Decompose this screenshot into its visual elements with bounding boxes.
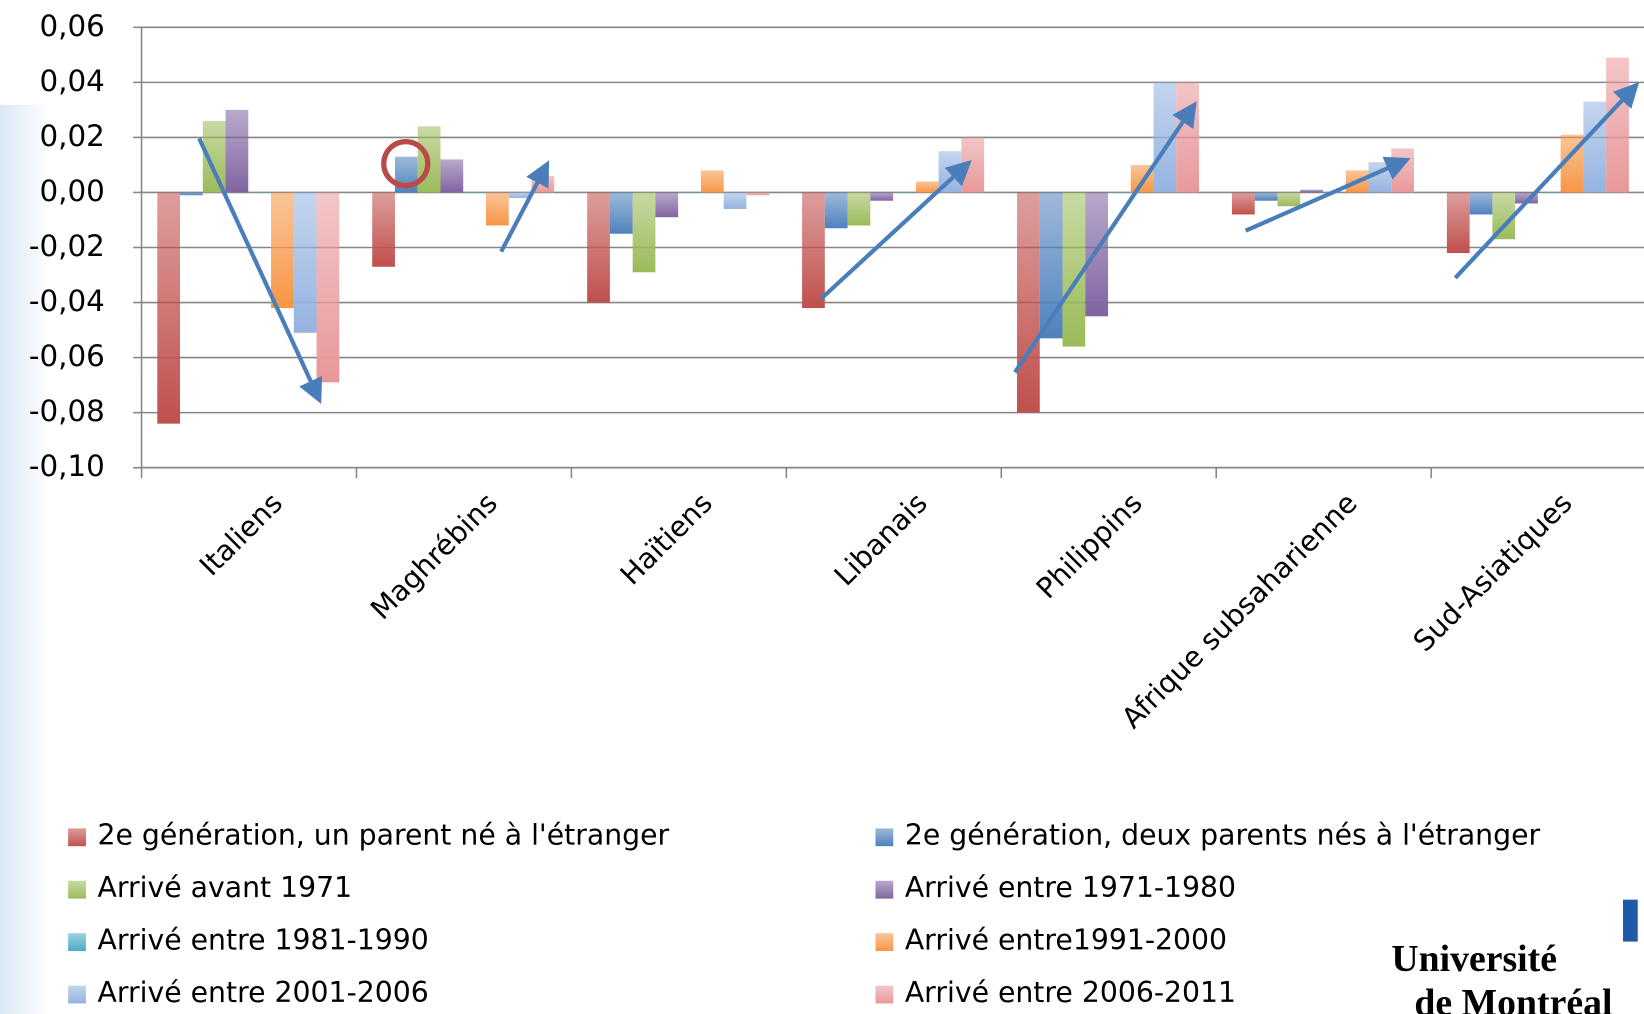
y-tick-label: 0,00 <box>40 174 105 208</box>
bar <box>609 192 633 234</box>
bar <box>1391 148 1414 193</box>
legend-swatch <box>68 880 86 899</box>
logo-text: de Montréal <box>1414 982 1612 1014</box>
bar <box>1062 192 1086 347</box>
trend-arrow <box>197 137 323 405</box>
bar <box>746 192 770 196</box>
bar <box>632 192 656 273</box>
bar <box>1537 192 1561 193</box>
bar <box>1492 192 1516 240</box>
bar <box>1515 192 1538 204</box>
bar <box>1469 192 1493 215</box>
y-tick-label: 0,04 <box>40 64 105 98</box>
x-tick-label: Maghrébins <box>364 486 504 626</box>
y-tick-label: 0,06 <box>40 9 105 43</box>
bar <box>587 192 610 303</box>
y-tick-label: -0,10 <box>29 449 105 483</box>
bar <box>678 192 701 193</box>
bar <box>1606 57 1629 193</box>
bar <box>1277 192 1301 207</box>
bar <box>723 192 747 209</box>
bar <box>157 192 181 424</box>
bar <box>440 159 464 193</box>
bar <box>1231 192 1255 215</box>
bar <box>1176 82 1200 193</box>
bar <box>1254 192 1278 201</box>
legend-swatch <box>875 985 894 1004</box>
legend-swatch <box>875 880 894 899</box>
slide-background <box>0 104 51 1014</box>
bar <box>915 181 939 193</box>
bar <box>1300 189 1323 193</box>
x-tick-label: Afrique subsaharienne <box>1115 486 1363 734</box>
logo-text: Université <box>1391 938 1557 980</box>
x-tick-label: Sud-Asiatiques <box>1407 486 1579 658</box>
bar <box>893 192 916 193</box>
bar <box>655 192 679 218</box>
y-tick-label: -0,06 <box>29 339 105 373</box>
legend-label: Arrivé entre 1971-1980 <box>905 871 1236 904</box>
legend-label: Arrivé entre1991-2000 <box>905 924 1227 957</box>
trend-arrow <box>1453 82 1640 280</box>
legend-label: 2e génération, un parent né à l'étranger <box>98 819 670 852</box>
bar <box>700 170 724 193</box>
bar <box>1039 192 1063 339</box>
bar <box>1446 192 1470 254</box>
bar <box>847 192 871 226</box>
logo-mark <box>1623 899 1638 942</box>
bar <box>802 192 825 309</box>
legend-label: Arrivé entre 2006-2011 <box>905 976 1236 1009</box>
highlight-circle <box>381 138 431 189</box>
trend-arrow <box>499 160 550 253</box>
bar <box>1017 192 1040 413</box>
bar <box>1583 101 1607 193</box>
bar <box>271 192 294 309</box>
legend-label: 2e génération, deux parents nés à l'étra… <box>905 819 1541 852</box>
legend-label: Arrivé entre 1981-1990 <box>98 924 429 957</box>
bar <box>870 192 894 201</box>
trend-arrow <box>1244 156 1411 233</box>
x-tick-label: Italiens <box>193 486 289 582</box>
legend-swatch <box>68 985 86 1004</box>
y-tick-label: -0,04 <box>29 284 105 318</box>
legend-swatch <box>68 828 86 847</box>
x-tick-label: Haïtiens <box>614 486 719 591</box>
bar <box>1085 192 1109 317</box>
bar <box>225 109 249 193</box>
bar <box>248 192 272 193</box>
bar <box>463 192 486 193</box>
annotations <box>197 82 1640 405</box>
bar <box>508 192 532 198</box>
bar <box>293 192 317 333</box>
legend-label: Arrivé entre 2001-2006 <box>98 976 429 1009</box>
bar <box>1153 82 1177 193</box>
plot-area: -0,10 -0,08 -0,06 -0,04 -0,02 0,00 0,02 0,04 0,0… <box>29 9 1644 735</box>
legend-swatch <box>68 933 86 952</box>
bar <box>485 192 509 226</box>
bar <box>180 192 203 196</box>
legend-swatch <box>875 828 894 847</box>
bar <box>202 120 226 193</box>
y-tick-label: -0,08 <box>29 394 105 428</box>
trend-arrow <box>819 160 972 301</box>
trend-arrow <box>1013 101 1197 374</box>
y-tick-label: -0,02 <box>29 229 105 263</box>
x-tick-label: Libanais <box>828 486 934 592</box>
legend-label: Arrivé avant 1971 <box>98 871 353 904</box>
bar <box>1108 192 1131 193</box>
bar <box>824 192 848 229</box>
x-tick-label: Philippins <box>1030 486 1149 605</box>
legend-swatch <box>875 933 894 952</box>
logo: Université de Montréal <box>1391 899 1638 1014</box>
y-tick-label: 0,02 <box>40 119 105 153</box>
bar <box>316 192 340 383</box>
bar <box>372 192 395 267</box>
